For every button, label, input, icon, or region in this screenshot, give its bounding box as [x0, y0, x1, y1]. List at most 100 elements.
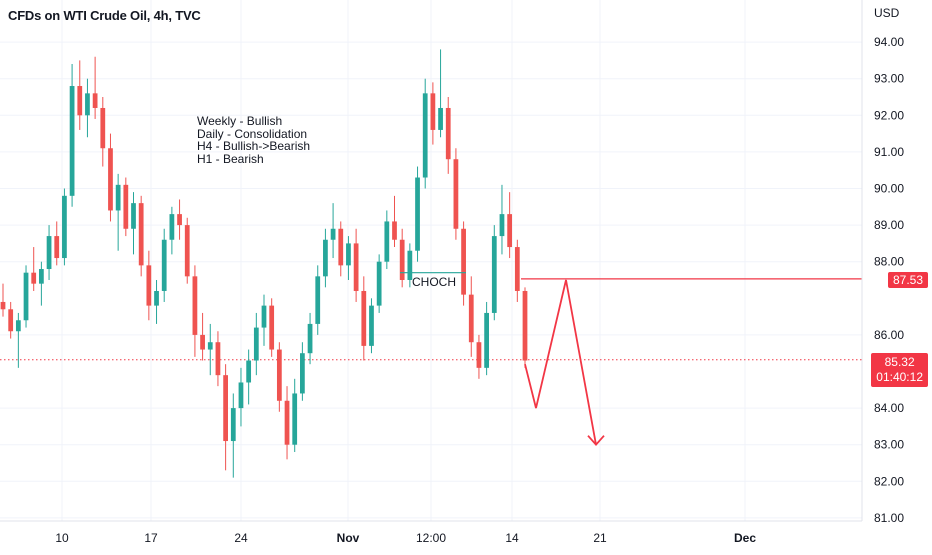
candle — [461, 221, 466, 306]
candle-body — [261, 305, 267, 328]
candle-body — [92, 93, 98, 108]
candle — [269, 298, 275, 357]
candle-body — [215, 342, 221, 376]
candle — [230, 393, 236, 478]
candle-body — [230, 408, 236, 442]
x-tick-label: 21 — [593, 531, 607, 545]
candle — [453, 148, 459, 240]
candle — [62, 188, 67, 266]
currency-label: USD — [874, 6, 900, 20]
candle-body — [284, 400, 290, 445]
candle-body — [330, 228, 336, 240]
candle — [246, 349, 252, 405]
candle-body — [491, 236, 497, 313]
candle-body — [184, 225, 190, 277]
candle — [223, 364, 228, 471]
y-tick-label: 82.00 — [874, 474, 904, 488]
candle-body — [514, 247, 520, 291]
y-tick-label: 94.00 — [874, 35, 904, 49]
candle — [284, 386, 290, 460]
candle — [184, 217, 190, 284]
grid — [0, 0, 862, 521]
candle-body — [200, 334, 205, 350]
candle-body — [62, 195, 67, 259]
candle-body — [484, 312, 489, 368]
candle-body — [123, 184, 129, 229]
candle-body — [346, 243, 351, 266]
y-tick-label: 91.00 — [874, 145, 904, 159]
candle — [169, 206, 175, 255]
price-levels — [0, 278, 862, 361]
candle — [514, 239, 520, 302]
candle-body — [223, 375, 228, 442]
candle-body — [54, 236, 60, 259]
y-tick-label: 84.00 — [874, 401, 904, 415]
candle-body — [445, 107, 451, 160]
candle — [445, 97, 451, 174]
projection-path — [524, 279, 597, 445]
candle-body — [369, 305, 374, 346]
choch-label: CHOCH — [412, 275, 456, 289]
candle-body — [100, 107, 106, 149]
candle-body — [507, 214, 513, 248]
candle-body — [0, 301, 6, 310]
level-price-tag: 87.53 — [887, 272, 928, 288]
candle — [369, 298, 374, 354]
candle — [476, 334, 482, 379]
projection-arrowhead — [587, 435, 605, 447]
candle — [123, 177, 129, 237]
candle — [438, 49, 443, 138]
last-price: 85.32 — [884, 355, 915, 369]
y-tick-label: 81.00 — [874, 511, 904, 525]
candle — [215, 331, 221, 387]
y-tick-label: 86.00 — [874, 328, 904, 342]
candles — [0, 49, 528, 478]
candle-body — [31, 272, 37, 284]
candle — [0, 283, 6, 317]
candle-body — [438, 107, 443, 130]
candle — [108, 133, 113, 222]
chart-title: CFDs on WTI Crude Oil, 4h, TVC — [8, 8, 201, 23]
candle — [253, 312, 259, 376]
bar-countdown: 01:40:12 — [876, 370, 923, 384]
candle — [338, 221, 344, 277]
candle — [207, 323, 213, 376]
candle — [491, 225, 497, 321]
candle — [85, 78, 90, 138]
candle-body — [376, 261, 382, 306]
drawings[interactable]: CHOCH — [400, 272, 605, 447]
candle — [415, 166, 420, 262]
candle-body — [115, 184, 121, 211]
y-tick-label: 89.00 — [874, 218, 904, 232]
candle — [161, 228, 167, 302]
candle-body — [499, 214, 505, 237]
candle — [330, 203, 336, 259]
candle-body — [522, 290, 528, 361]
x-tick-label: Dec — [734, 531, 756, 545]
x-tick-label: 14 — [505, 531, 519, 545]
candle — [154, 280, 159, 324]
candle — [138, 195, 144, 277]
y-tick-label: 83.00 — [874, 438, 904, 452]
candle-body — [361, 290, 367, 346]
axes: USD 94.00 93.00 92.00 91.00 90.00 89.00 88.00 86… — [0, 0, 904, 545]
x-tick-label: Nov — [337, 531, 360, 545]
candle — [300, 342, 305, 401]
candle — [238, 367, 244, 427]
note-line: H4 - Bullish->Bearish — [197, 139, 311, 153]
candle-body — [269, 305, 275, 350]
candle-body — [399, 239, 405, 280]
candle — [484, 301, 489, 376]
candle — [100, 97, 106, 167]
candle — [407, 243, 413, 288]
candle-body — [415, 177, 420, 251]
bias-notes[interactable]: Weekly - Bullish Daily - Consolidation H… — [197, 115, 310, 165]
candle — [23, 265, 29, 328]
candle-body — [131, 203, 136, 229]
note-line: H1 - Bearish — [197, 151, 264, 166]
candle-body — [238, 382, 244, 409]
x-tick-label: 12:00 — [416, 531, 446, 545]
candle — [8, 301, 14, 339]
